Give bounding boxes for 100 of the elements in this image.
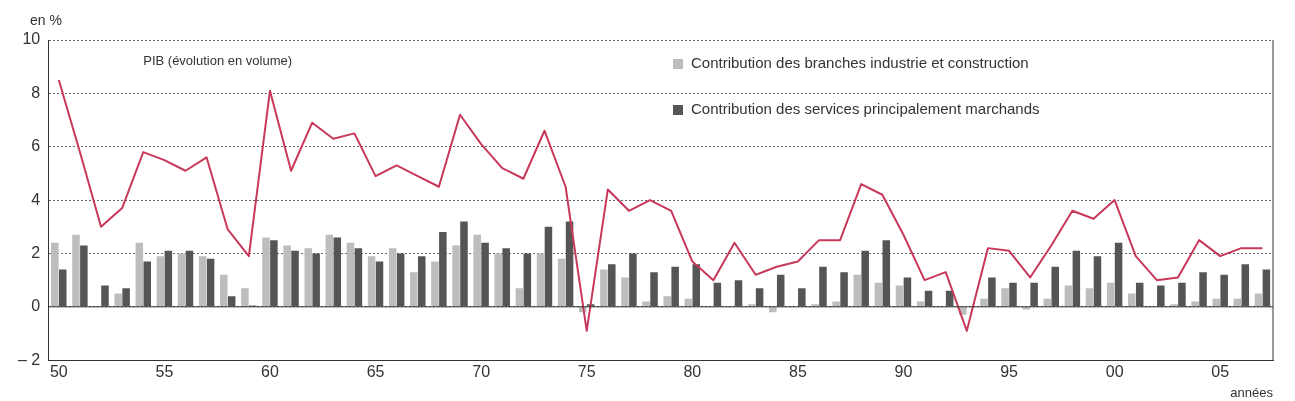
x-axis-title: années bbox=[1230, 384, 1274, 400]
y-tick-label: 2 bbox=[31, 243, 41, 261]
bar bbox=[101, 285, 109, 307]
bar bbox=[1135, 282, 1144, 307]
bar bbox=[72, 234, 80, 307]
x-tick-label: 65 bbox=[366, 363, 385, 381]
y-tick-label: – 2 bbox=[17, 350, 41, 368]
x-tick-label: 75 bbox=[577, 363, 596, 381]
bar bbox=[642, 301, 650, 307]
bar bbox=[811, 304, 819, 307]
bar bbox=[1199, 272, 1207, 307]
bar bbox=[346, 242, 355, 307]
bar bbox=[523, 253, 532, 307]
bar bbox=[832, 301, 840, 307]
bar bbox=[135, 242, 144, 307]
bar bbox=[460, 221, 468, 307]
x-tick-label: 95 bbox=[1000, 363, 1019, 381]
y-tick-label: 10 bbox=[22, 30, 41, 48]
bar bbox=[515, 288, 524, 307]
bar bbox=[713, 282, 722, 307]
x-tick-label: 90 bbox=[894, 363, 913, 381]
x-tick-label: 50 bbox=[49, 363, 68, 381]
bar bbox=[198, 256, 207, 307]
bar bbox=[1001, 288, 1009, 307]
bar bbox=[417, 256, 426, 307]
x-tick-label: 05 bbox=[1211, 363, 1230, 381]
bar bbox=[608, 264, 616, 307]
bar bbox=[1072, 250, 1081, 307]
bar bbox=[916, 301, 925, 307]
bar bbox=[988, 277, 996, 307]
bar bbox=[755, 288, 764, 307]
bar bbox=[1022, 307, 1030, 310]
bar bbox=[621, 277, 629, 307]
bar bbox=[1262, 269, 1271, 307]
annotation: PIB (évolution en volume) bbox=[143, 52, 293, 68]
bar bbox=[874, 282, 883, 307]
bar bbox=[1093, 256, 1102, 307]
bar bbox=[840, 272, 848, 307]
bar bbox=[354, 248, 363, 307]
bar bbox=[600, 269, 608, 307]
bar bbox=[431, 261, 439, 307]
bar bbox=[980, 298, 988, 307]
bar bbox=[396, 253, 405, 307]
bar bbox=[122, 288, 130, 307]
bar bbox=[1212, 298, 1221, 307]
bar bbox=[375, 261, 384, 307]
y-tick-label: 0 bbox=[31, 297, 41, 315]
legend-label: Contribution des services principalement marchands bbox=[691, 100, 1040, 118]
bar bbox=[769, 307, 777, 313]
y-tick-label: 8 bbox=[31, 83, 41, 101]
y-tick-label: 6 bbox=[31, 137, 41, 155]
bar bbox=[544, 226, 553, 307]
bar bbox=[283, 245, 291, 307]
x-tick-label: 80 bbox=[683, 363, 702, 381]
bar bbox=[325, 234, 334, 307]
x-tick-label: 00 bbox=[1105, 363, 1124, 381]
bar bbox=[853, 274, 862, 307]
y-tick-label: 4 bbox=[31, 190, 41, 208]
bar bbox=[692, 264, 701, 307]
bar bbox=[861, 250, 869, 307]
bar bbox=[1241, 264, 1250, 307]
bar bbox=[734, 280, 743, 307]
bar bbox=[1064, 285, 1073, 307]
bar bbox=[80, 245, 88, 307]
bar bbox=[1178, 282, 1186, 307]
bar bbox=[185, 250, 194, 307]
bar bbox=[650, 272, 658, 307]
bar bbox=[895, 285, 904, 307]
bar bbox=[473, 234, 481, 307]
bar bbox=[1254, 293, 1263, 307]
bar bbox=[410, 272, 418, 307]
bar bbox=[1170, 304, 1178, 307]
bar bbox=[1009, 282, 1017, 307]
bar bbox=[143, 261, 151, 307]
x-tick-label: 85 bbox=[788, 363, 807, 381]
bar bbox=[388, 248, 397, 307]
bar bbox=[304, 248, 312, 307]
bar bbox=[1106, 282, 1115, 307]
bar bbox=[1085, 288, 1094, 307]
bar bbox=[819, 266, 827, 307]
x-tick-label: 60 bbox=[261, 363, 279, 381]
bar bbox=[1051, 266, 1059, 307]
bar bbox=[312, 253, 320, 307]
bar bbox=[227, 296, 236, 307]
bar bbox=[663, 296, 671, 307]
bar bbox=[882, 240, 891, 307]
bar bbox=[494, 253, 503, 307]
bar bbox=[241, 288, 249, 307]
bar bbox=[671, 266, 679, 307]
x-tick-label: 55 bbox=[155, 363, 174, 381]
bar bbox=[51, 242, 59, 307]
bar bbox=[270, 240, 278, 307]
bar bbox=[903, 277, 912, 307]
bar bbox=[1030, 282, 1038, 307]
bar bbox=[333, 237, 342, 307]
bar bbox=[206, 258, 215, 307]
bar bbox=[1191, 301, 1199, 307]
bar bbox=[481, 242, 489, 307]
bar bbox=[502, 248, 510, 307]
bar bbox=[1128, 293, 1136, 307]
